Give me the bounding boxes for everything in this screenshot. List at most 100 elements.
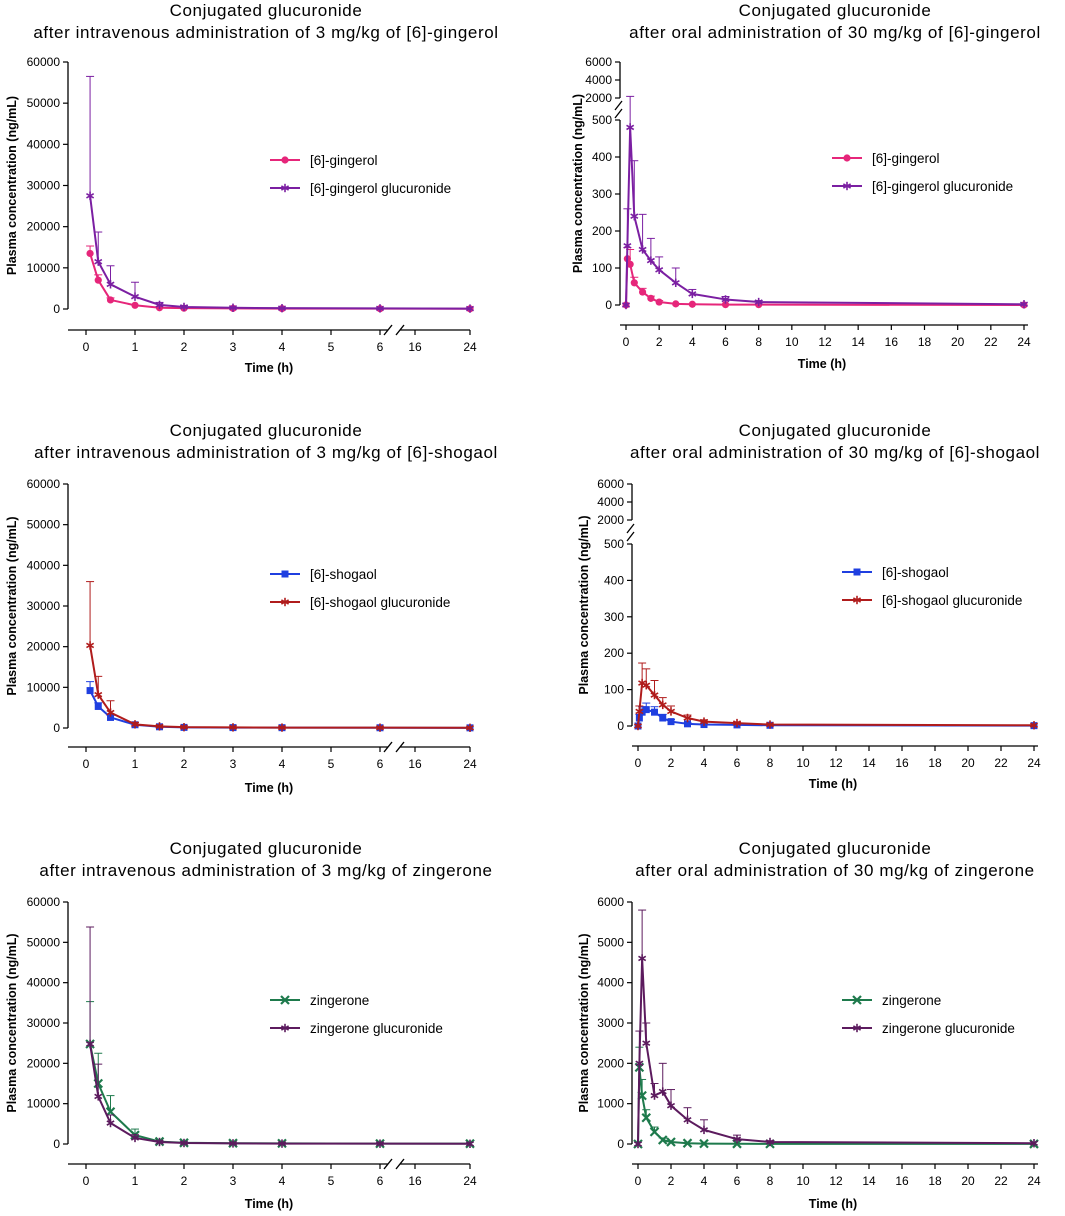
x-tick-label: 4 [701, 756, 708, 770]
y-tick-label: 4000 [597, 976, 624, 990]
x-tick-label: 16 [408, 757, 422, 771]
data-point [683, 713, 692, 723]
data-point [650, 690, 659, 700]
x-tick-label: 0 [83, 1174, 90, 1188]
y-tick-label: 0 [617, 1137, 624, 1151]
data-point [666, 707, 676, 716]
series-line [625, 257, 1025, 306]
data-point [630, 279, 638, 287]
legend-label: [6]-gingerol glucuronide [872, 179, 1013, 194]
y-tick-label: 5000 [597, 935, 624, 949]
y-axis-label: Plasma concentration (ng/mL) [5, 96, 19, 275]
legend-label: [6]-shogaol glucuronide [310, 595, 450, 610]
marker-stroke [1019, 301, 1029, 308]
y-tick-label: 400 [604, 573, 624, 587]
x-tick-label: 5 [328, 340, 335, 354]
chart-svg: 0 10000 20000 30000 40000 50000 60000 Plasma co… [5, 895, 477, 1211]
chart-svg: 0 10000 20000 30000 40000 50000 60000 Plasma co… [5, 55, 477, 375]
series-2 [86, 581, 475, 732]
chart-panel-oral-zingerone: Conjugated glucuronide after oral admini… [532, 838, 1065, 1216]
marker-stroke [732, 720, 742, 726]
chart-title: Conjugated glucuronide after oral admini… [530, 0, 1065, 44]
chart-title-line1: Conjugated glucuronide [738, 421, 932, 440]
marker-stroke [683, 715, 692, 721]
x-tick-label: 10 [796, 1174, 810, 1188]
chart-title-line2: after oral administration of 30 mg/kg of… [629, 23, 1041, 42]
x-tick-label: 3 [230, 340, 237, 354]
marker-stroke [699, 1127, 709, 1133]
marker-stroke [375, 1140, 385, 1147]
data-point [672, 300, 680, 308]
y-tick-label: 10000 [27, 1097, 61, 1111]
chart-title-line1: Conjugated glucuronide [738, 1, 932, 20]
data-point [375, 723, 385, 732]
marker-stroke [465, 725, 475, 731]
y-axis: 0 100 200 300 400 500 2000 4000 6000 [597, 477, 635, 733]
x-tick-label: 18 [918, 335, 932, 349]
y-axis-label: Plasma concentration (ng/mL) [577, 515, 591, 694]
chart-panel-iv-zingerone: Conjugated glucuronide after intravenous… [0, 838, 532, 1216]
series-1 [86, 245, 474, 313]
legend-label: [6]-gingerol glucuronide [310, 181, 451, 196]
legend-item: [6]-shogaol glucuronide [842, 593, 1022, 608]
data-point [280, 183, 290, 193]
legend-item: [6]-gingerol glucuronide [270, 181, 451, 196]
legend-item: zingerone glucuronide [842, 1021, 1015, 1036]
y-tick-label: 0 [53, 721, 60, 735]
x-tick-label: 16 [408, 1174, 422, 1188]
marker-stroke [699, 718, 709, 725]
marker-stroke [465, 305, 475, 312]
legend-item: [6]-gingerol [832, 151, 940, 166]
chart-title-line1: Conjugated glucuronide [169, 421, 363, 440]
y-tick-label: 2000 [597, 1056, 624, 1070]
x-tick-label: 16 [895, 756, 909, 770]
marker-stroke [626, 124, 635, 131]
series-line [637, 957, 1035, 1145]
legend-label: [6]-gingerol [310, 153, 378, 168]
x-tick-label: 1 [132, 757, 139, 771]
data-point [641, 1113, 652, 1123]
axis-break-mark [395, 324, 405, 336]
series-line [89, 1043, 471, 1145]
y-axis: 0 10000 20000 30000 40000 50000 60000 [27, 477, 69, 735]
marker-stroke [228, 1140, 238, 1147]
data-point [688, 289, 697, 299]
y-tick-label: 1000 [597, 1097, 624, 1111]
data-point [106, 296, 115, 304]
y-axis-label: Plasma concentration (ng/mL) [571, 94, 585, 273]
marker-stroke [94, 258, 103, 265]
data-point [94, 1092, 103, 1101]
marker-stroke [94, 1093, 103, 1100]
series-line [637, 1066, 1035, 1145]
series-1 [633, 1046, 1039, 1149]
x-tick-label: 20 [951, 335, 965, 349]
chart-title-line1: Conjugated glucuronide [738, 839, 932, 858]
axis-break-mark [626, 523, 635, 534]
data-point [1019, 300, 1029, 309]
data-point [684, 720, 691, 728]
y-axis: 0 10000 20000 30000 40000 50000 60000 [27, 55, 69, 316]
x-tick-label: 6 [377, 1174, 384, 1188]
x-axis-label: Time (h) [245, 781, 293, 795]
marker-stroke [666, 708, 676, 715]
data-point [94, 257, 103, 266]
y-tick-label: 10000 [27, 261, 61, 275]
x-tick-label: 14 [851, 335, 865, 349]
y-tick-label: 30000 [27, 1016, 61, 1030]
x-tick-label: 1 [132, 1174, 139, 1188]
x-axis: 0 1 2 3 4 5 6 16 24 [68, 324, 477, 354]
x-tick-label: 18 [928, 756, 942, 770]
x-tick-label: 2 [668, 1174, 675, 1188]
legend: zingerone zingerone glucuronide [842, 993, 1015, 1036]
chart-title-line1: Conjugated glucuronide [169, 1, 363, 20]
legend-label: zingerone [310, 993, 369, 1008]
x-tick-label: 1 [132, 340, 139, 354]
marker-stroke [671, 280, 680, 286]
y-axis: 0 1000 2000 3000 4000 5000 6000 [597, 895, 633, 1151]
y-tick-label: 500 [592, 113, 612, 127]
data-point [655, 298, 663, 306]
marker-stroke [635, 708, 644, 715]
chart-title: Conjugated glucuronide after intravenous… [0, 420, 532, 464]
x-tick-label: 3 [230, 757, 237, 771]
data-point [105, 1106, 116, 1117]
